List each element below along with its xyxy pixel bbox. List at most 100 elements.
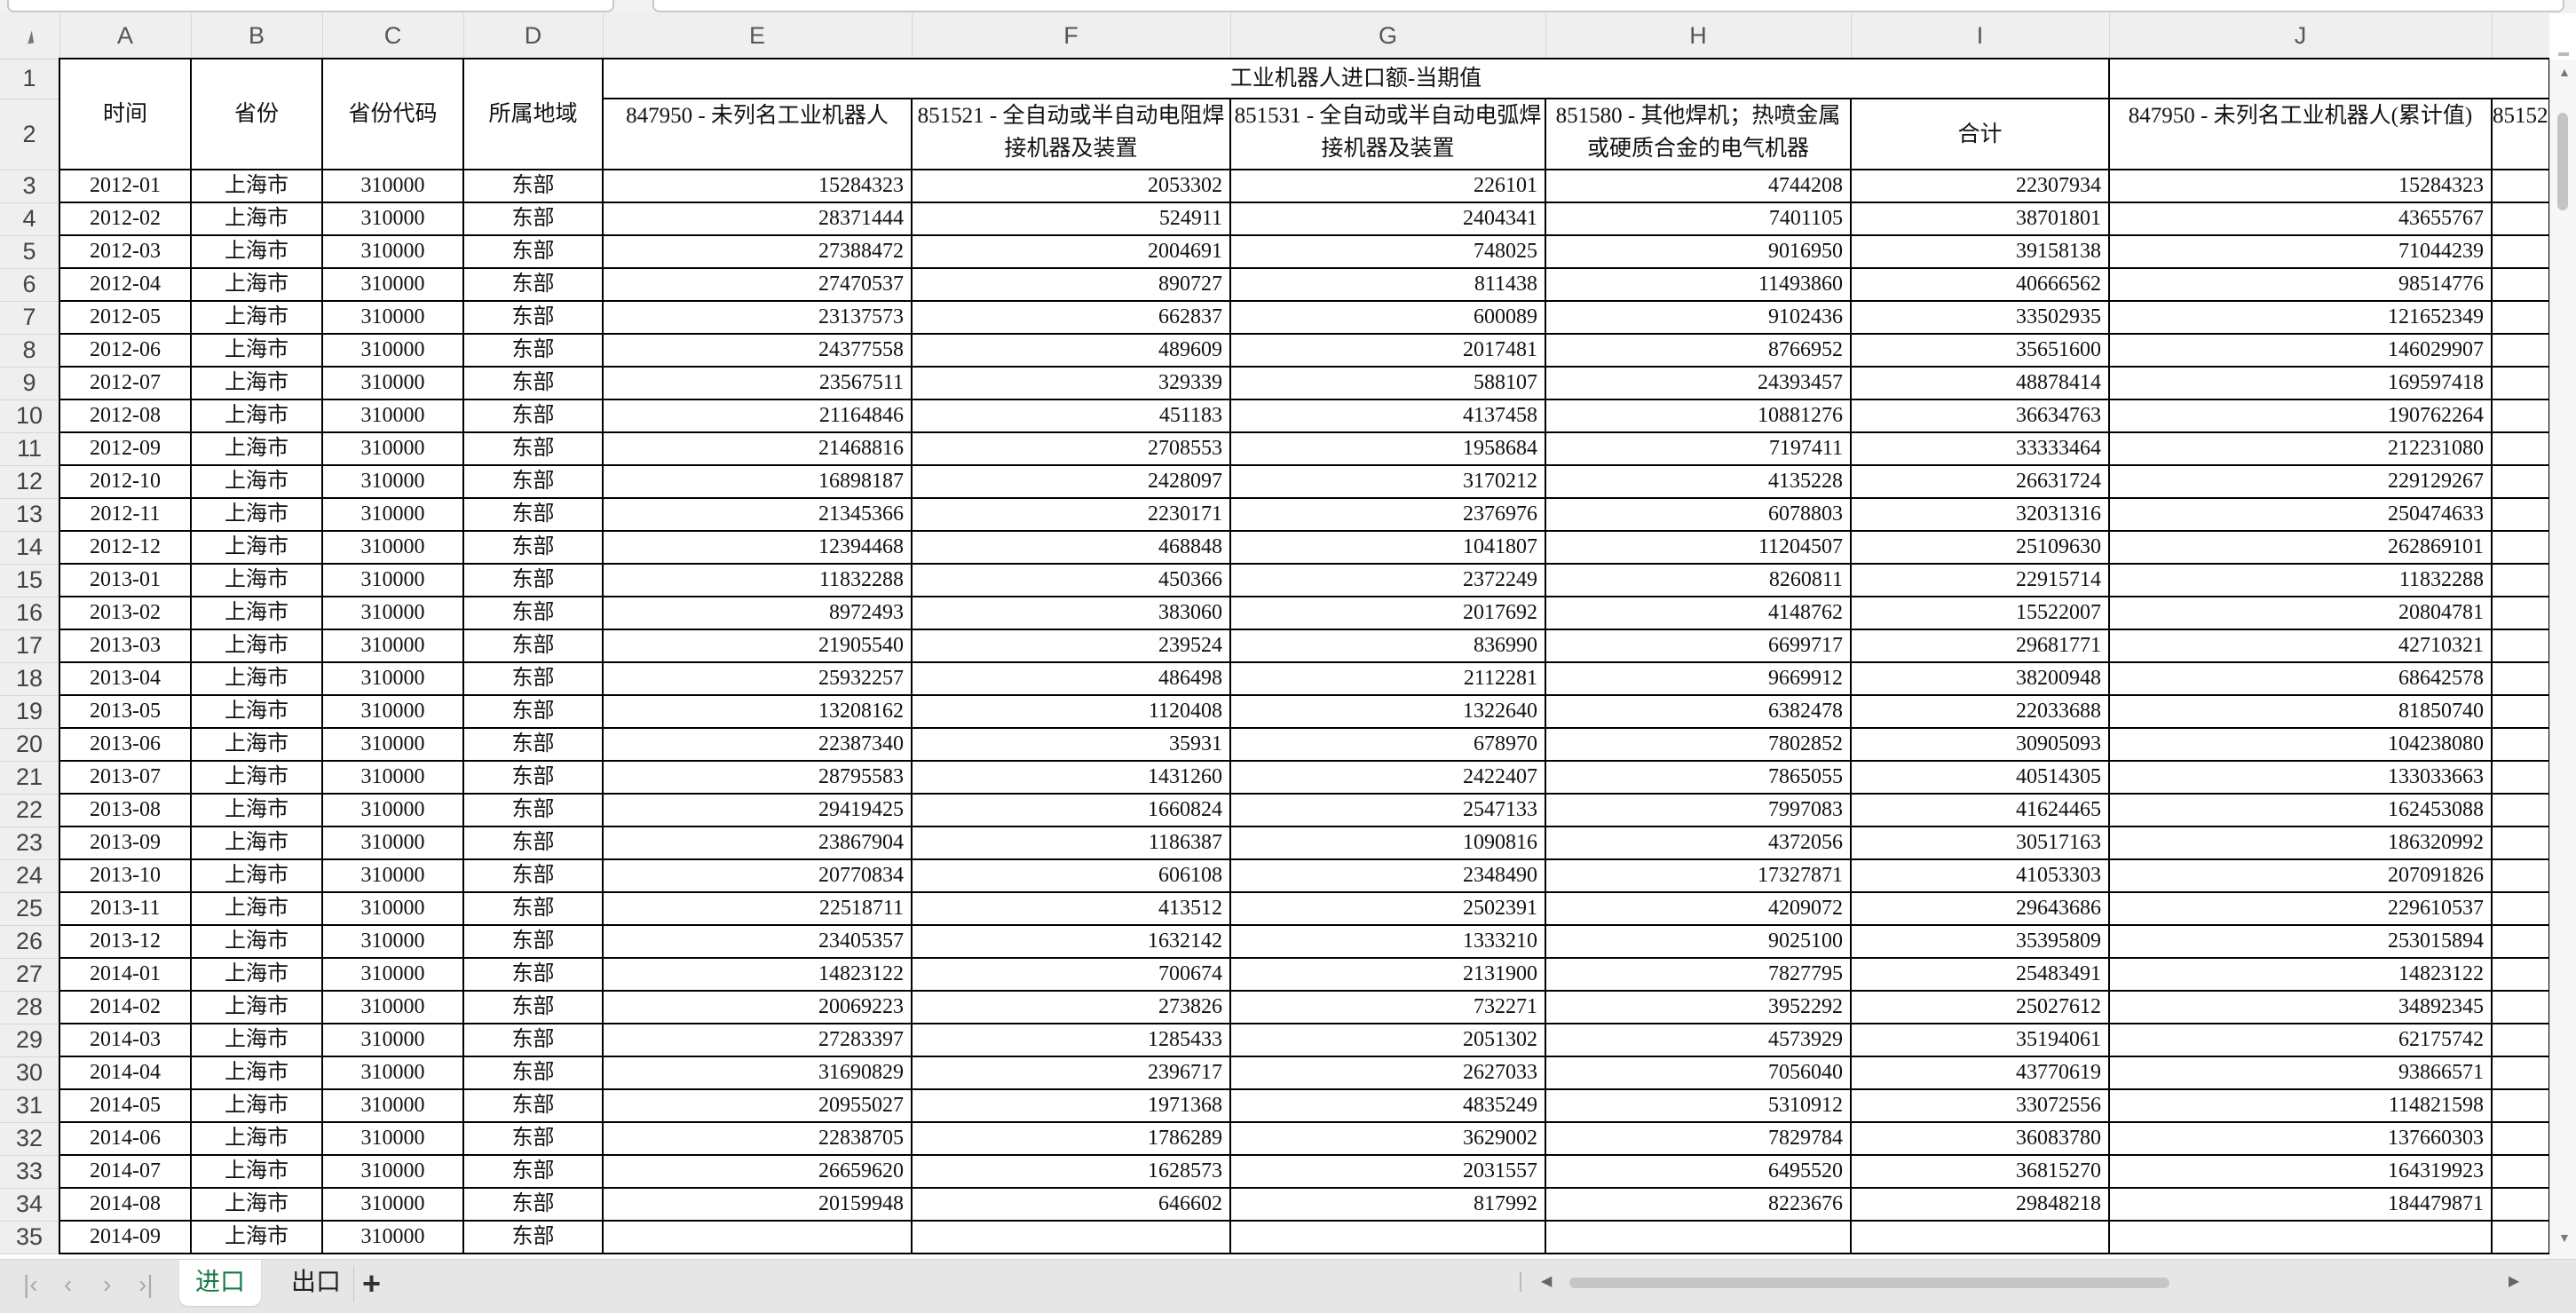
- cell-province[interactable]: 上海市: [190, 760, 323, 795]
- cell-province-code[interactable]: 310000: [321, 694, 464, 729]
- row-number[interactable]: 17: [0, 629, 60, 663]
- row-number[interactable]: 21: [0, 761, 60, 795]
- cell-847950[interactable]: 20770834: [602, 858, 913, 893]
- cell-k[interactable]: [2491, 530, 2549, 565]
- cell-k[interactable]: [2491, 924, 2549, 959]
- scroll-left-arrow-icon[interactable]: ◀: [1541, 1274, 1553, 1289]
- cell-total[interactable]: 25483491: [1850, 957, 2110, 992]
- cell-time[interactable]: 2013-01: [59, 563, 192, 597]
- cell-province-code[interactable]: 310000: [321, 169, 464, 203]
- cell-847950[interactable]: 27283397: [602, 1023, 913, 1057]
- cell-851521[interactable]: 489609: [911, 333, 1231, 368]
- cell-847950-cumulative[interactable]: 164319923: [2108, 1154, 2493, 1189]
- cell-time[interactable]: 2012-08: [59, 399, 192, 433]
- cell-851580[interactable]: 7997083: [1545, 793, 1852, 827]
- cell-851580[interactable]: 8766952: [1545, 333, 1852, 368]
- cell-851531[interactable]: 1090816: [1229, 826, 1546, 860]
- cell-region[interactable]: 东部: [462, 1056, 604, 1090]
- cell-851580[interactable]: 7401105: [1545, 202, 1852, 236]
- scroll-right-arrow-icon[interactable]: ▶: [2509, 1274, 2520, 1289]
- cell-province-code[interactable]: 310000: [321, 596, 464, 630]
- cell-847950[interactable]: 28371444: [602, 202, 913, 236]
- cell-province[interactable]: 上海市: [190, 990, 323, 1024]
- cell-851521[interactable]: 890727: [911, 267, 1231, 302]
- cell-time[interactable]: 2013-04: [59, 661, 192, 696]
- cell-851521[interactable]: [911, 1220, 1231, 1254]
- cell-851531[interactable]: 2112281: [1229, 661, 1546, 696]
- cell-851521[interactable]: 486498: [911, 661, 1231, 696]
- cell-region[interactable]: 东部: [462, 431, 604, 466]
- cell-total[interactable]: 22033688: [1850, 694, 2110, 729]
- header-col-e[interactable]: 847950 - 未列名工业机器人: [602, 98, 913, 170]
- cell-851531[interactable]: 1322640: [1229, 694, 1546, 729]
- cell-k[interactable]: [2491, 399, 2549, 433]
- cell-851521[interactable]: 468848: [911, 530, 1231, 565]
- header-col-g[interactable]: 851531 - 全自动或半自动电弧焊接机器及装置: [1229, 98, 1546, 170]
- cell-province[interactable]: 上海市: [190, 234, 323, 269]
- vertical-scroll-thumb[interactable]: [2557, 113, 2568, 210]
- cell-851521[interactable]: 1632142: [911, 924, 1231, 959]
- row-number[interactable]: 31: [0, 1089, 60, 1123]
- cell-province[interactable]: 上海市: [190, 1187, 323, 1222]
- cell-time[interactable]: 2014-03: [59, 1023, 192, 1057]
- cell-total[interactable]: 40514305: [1850, 760, 2110, 795]
- column-header-g[interactable]: G: [1230, 13, 1546, 59]
- cell-851531[interactable]: 2422407: [1229, 760, 1546, 795]
- column-header-f[interactable]: F: [912, 13, 1231, 59]
- cell-time[interactable]: 2014-02: [59, 990, 192, 1024]
- cell-k[interactable]: [2491, 957, 2549, 992]
- cell-province-code[interactable]: 310000: [321, 300, 464, 335]
- column-header-j[interactable]: J: [2109, 13, 2493, 59]
- cell-851521[interactable]: 239524: [911, 629, 1231, 663]
- cell-total[interactable]: 29681771: [1850, 629, 2110, 663]
- cell-847950[interactable]: 31690829: [602, 1056, 913, 1090]
- row-number[interactable]: 29: [0, 1024, 60, 1057]
- header-col-h[interactable]: 851580 - 其他焊机；热喷金属或硬质合金的电气机器: [1545, 98, 1852, 170]
- cell-k[interactable]: [2491, 366, 2549, 400]
- cell-851531[interactable]: 2627033: [1229, 1056, 1546, 1090]
- horizontal-scroll-thumb[interactable]: [1569, 1277, 2169, 1288]
- column-header-a[interactable]: A: [59, 13, 192, 59]
- cell-851531[interactable]: 678970: [1229, 727, 1546, 762]
- row-number[interactable]: 35: [0, 1221, 60, 1254]
- split-handle[interactable]: [1520, 1272, 1521, 1292]
- cell-851531[interactable]: 2348490: [1229, 858, 1546, 893]
- cell-region[interactable]: 东部: [462, 924, 604, 959]
- cell-851521[interactable]: 451183: [911, 399, 1231, 433]
- cell-k[interactable]: [2491, 464, 2549, 499]
- cell-region[interactable]: 东部: [462, 169, 604, 203]
- cell-851521[interactable]: 2708553: [911, 431, 1231, 466]
- cell-time[interactable]: 2014-06: [59, 1121, 192, 1156]
- cell-province-code[interactable]: 310000: [321, 990, 464, 1024]
- row-number[interactable]: 9: [0, 367, 60, 400]
- row-number[interactable]: 8: [0, 334, 60, 368]
- cell-851521[interactable]: 1186387: [911, 826, 1231, 860]
- cell-851580[interactable]: 4744208: [1545, 169, 1852, 203]
- cell-851580[interactable]: 7197411: [1545, 431, 1852, 466]
- cell-province[interactable]: 上海市: [190, 300, 323, 335]
- cell-k[interactable]: [2491, 431, 2549, 466]
- cell-total[interactable]: 43770619: [1850, 1056, 2110, 1090]
- cell-province-code[interactable]: 310000: [321, 202, 464, 236]
- cell-province-code[interactable]: 310000: [321, 1121, 464, 1156]
- cell-851580[interactable]: 6699717: [1545, 629, 1852, 663]
- cell-province-code[interactable]: 310000: [321, 431, 464, 466]
- cell-851531[interactable]: 1958684: [1229, 431, 1546, 466]
- sheet-tab-import[interactable]: 进口: [179, 1260, 262, 1306]
- cell-province[interactable]: 上海市: [190, 629, 323, 663]
- cell-847950[interactable]: 25932257: [602, 661, 913, 696]
- cell-k[interactable]: [2491, 596, 2549, 630]
- cell-time[interactable]: 2012-04: [59, 267, 192, 302]
- row-number[interactable]: 14: [0, 531, 60, 565]
- cell-847950[interactable]: 21468816: [602, 431, 913, 466]
- cell-851580[interactable]: 8260811: [1545, 563, 1852, 597]
- cell-k[interactable]: [2491, 300, 2549, 335]
- cell-851521[interactable]: 1786289: [911, 1121, 1231, 1156]
- cell-province[interactable]: 上海市: [190, 202, 323, 236]
- cell-851521[interactable]: 1120408: [911, 694, 1231, 729]
- cell-province-code[interactable]: 310000: [321, 661, 464, 696]
- cell-847950-cumulative[interactable]: 62175742: [2108, 1023, 2493, 1057]
- cell-region[interactable]: 东部: [462, 957, 604, 992]
- cell-k[interactable]: [2491, 760, 2549, 795]
- cell-847950-cumulative[interactable]: 146029907: [2108, 333, 2493, 368]
